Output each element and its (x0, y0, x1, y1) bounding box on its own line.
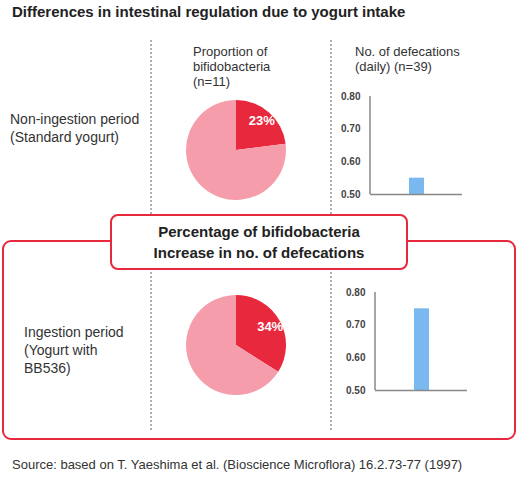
svg-text:0.70: 0.70 (346, 319, 366, 330)
svg-text:0.60: 0.60 (341, 156, 361, 167)
svg-text:0.60: 0.60 (346, 352, 366, 363)
svg-text:0.50: 0.50 (346, 385, 366, 396)
svg-text:34%: 34% (257, 319, 283, 334)
html-text:Ingestion period (Yogurt with: Ingestion period (Yogurt with BB536) (24, 324, 124, 376)
svg-text:0.80: 0.80 (346, 287, 366, 298)
svg-text:23%: 23% (249, 113, 275, 128)
svg-text:0.80: 0.80 (341, 91, 361, 102)
html-text:Differences in intestinal regu: Differences in intestinal regulation due… (12, 3, 406, 20)
html-text:Proportion of bifidobacteria (: Proportion of bifidobacteria (n=11) (193, 44, 271, 89)
html-text:No. of defecations (daily) (n=: No. of defecations (daily) (n=39) (355, 44, 460, 74)
svg-text:0.50: 0.50 (341, 189, 361, 200)
html-text:Source: based on T. Yaeshima e: Source: based on T. Yaeshima et al. (Bio… (12, 457, 463, 472)
html-text:Percentage of bifidobacteria I: Percentage of bifidobacteria Increase in… (153, 223, 365, 261)
html-text:Non-ingestion period (Standard: Non-ingestion period (Standard yogurt) (10, 111, 140, 145)
svg-text:0.70: 0.70 (341, 123, 361, 134)
